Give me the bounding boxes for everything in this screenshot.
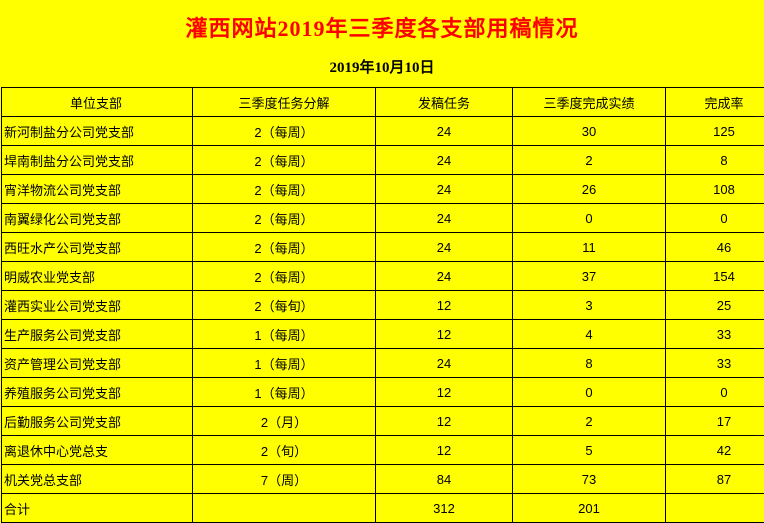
cell-task-breakdown: 2（每周） [193, 146, 376, 175]
cell-submission-task: 24 [376, 262, 513, 291]
table-body: 新河制盐分公司党支部 2（每周） 24 30 125 垾南制盐分公司党支部 2（… [2, 117, 764, 523]
table-row: 机关党总支部 7（周） 84 73 87 [2, 465, 764, 494]
cell-unit: 新河制盐分公司党支部 [2, 117, 193, 146]
cell-actual-completion: 37 [513, 262, 666, 291]
table-row: 后勤服务公司党支部 2（月） 12 2 17 [2, 407, 764, 436]
cell-actual-completion: 2 [513, 407, 666, 436]
cell-unit: 养殖服务公司党支部 [2, 378, 193, 407]
cell-unit: 南翼绿化公司党支部 [2, 204, 193, 233]
cell-submission-task: 12 [376, 320, 513, 349]
cell-task-breakdown: 2（每周） [193, 175, 376, 204]
cell-completion-rate: 125 [666, 117, 764, 146]
cell-submission-task: 12 [376, 378, 513, 407]
cell-completion-rate: 0 [666, 378, 764, 407]
cell-submission-task: 312 [376, 494, 513, 523]
table-header: 单位支部 三季度任务分解 发稿任务 三季度完成实绩 完成率 [2, 88, 764, 117]
table-row: 资产管理公司党支部 1（每周） 24 8 33 [2, 349, 764, 378]
cell-completion-rate: 0 [666, 204, 764, 233]
cell-unit: 西旺水产公司党支部 [2, 233, 193, 262]
cell-task-breakdown: 1（每周） [193, 349, 376, 378]
table-row-total: 合计 312 201 [2, 494, 764, 523]
cell-actual-completion: 11 [513, 233, 666, 262]
cell-task-breakdown: 1（每周） [193, 378, 376, 407]
table-header-row: 单位支部 三季度任务分解 发稿任务 三季度完成实绩 完成率 [2, 88, 764, 117]
cell-completion-rate: 8 [666, 146, 764, 175]
page-subtitle: 2019年10月10日 [0, 42, 764, 87]
table-row: 养殖服务公司党支部 1（每周） 12 0 0 [2, 378, 764, 407]
cell-task-breakdown: 2（每周） [193, 262, 376, 291]
column-header-submission-task: 发稿任务 [376, 88, 513, 117]
table-row: 西旺水产公司党支部 2（每周） 24 11 46 [2, 233, 764, 262]
cell-task-breakdown: 2（每旬） [193, 291, 376, 320]
column-header-unit: 单位支部 [2, 88, 193, 117]
cell-submission-task: 24 [376, 204, 513, 233]
cell-actual-completion: 8 [513, 349, 666, 378]
cell-actual-completion: 201 [513, 494, 666, 523]
page-title: 灌西网站2019年三季度各支部用稿情况 [0, 0, 764, 42]
cell-actual-completion: 73 [513, 465, 666, 494]
table-row: 宵洋物流公司党支部 2（每周） 24 26 108 [2, 175, 764, 204]
cell-unit: 后勤服务公司党支部 [2, 407, 193, 436]
cell-task-breakdown: 2（旬） [193, 436, 376, 465]
cell-task-breakdown: 2（每周） [193, 233, 376, 262]
cell-submission-task: 12 [376, 291, 513, 320]
cell-actual-completion: 3 [513, 291, 666, 320]
cell-task-breakdown [193, 494, 376, 523]
cell-completion-rate: 25 [666, 291, 764, 320]
table-row: 新河制盐分公司党支部 2（每周） 24 30 125 [2, 117, 764, 146]
cell-task-breakdown: 7（周） [193, 465, 376, 494]
cell-unit: 离退休中心党总支 [2, 436, 193, 465]
cell-submission-task: 24 [376, 146, 513, 175]
table-row: 离退休中心党总支 2（旬） 12 5 42 [2, 436, 764, 465]
cell-task-breakdown: 1（每周） [193, 320, 376, 349]
column-header-completion-rate: 完成率 [666, 88, 764, 117]
column-header-task-breakdown: 三季度任务分解 [193, 88, 376, 117]
cell-unit: 资产管理公司党支部 [2, 349, 193, 378]
cell-actual-completion: 0 [513, 378, 666, 407]
cell-unit: 生产服务公司党支部 [2, 320, 193, 349]
table-row: 灌西实业公司党支部 2（每旬） 12 3 25 [2, 291, 764, 320]
cell-task-breakdown: 2（每周） [193, 117, 376, 146]
cell-completion-rate: 33 [666, 320, 764, 349]
cell-actual-completion: 0 [513, 204, 666, 233]
cell-completion-rate: 154 [666, 262, 764, 291]
table-row: 垾南制盐分公司党支部 2（每周） 24 2 8 [2, 146, 764, 175]
cell-completion-rate: 42 [666, 436, 764, 465]
cell-completion-rate: 17 [666, 407, 764, 436]
cell-actual-completion: 30 [513, 117, 666, 146]
cell-unit: 灌西实业公司党支部 [2, 291, 193, 320]
cell-submission-task: 24 [376, 233, 513, 262]
cell-completion-rate: 87 [666, 465, 764, 494]
cell-unit: 合计 [2, 494, 193, 523]
cell-completion-rate: 46 [666, 233, 764, 262]
cell-submission-task: 24 [376, 349, 513, 378]
cell-submission-task: 12 [376, 407, 513, 436]
cell-submission-task: 24 [376, 117, 513, 146]
table-row: 生产服务公司党支部 1（每周） 12 4 33 [2, 320, 764, 349]
cell-completion-rate: 108 [666, 175, 764, 204]
cell-unit: 垾南制盐分公司党支部 [2, 146, 193, 175]
cell-actual-completion: 4 [513, 320, 666, 349]
cell-submission-task: 24 [376, 175, 513, 204]
cell-actual-completion: 5 [513, 436, 666, 465]
cell-actual-completion: 26 [513, 175, 666, 204]
cell-unit: 宵洋物流公司党支部 [2, 175, 193, 204]
table-row: 南翼绿化公司党支部 2（每周） 24 0 0 [2, 204, 764, 233]
cell-task-breakdown: 2（每周） [193, 204, 376, 233]
cell-completion-rate: 33 [666, 349, 764, 378]
report-table: 单位支部 三季度任务分解 发稿任务 三季度完成实绩 完成率 新河制盐分公司党支部… [1, 87, 764, 523]
document-page: 灌西网站2019年三季度各支部用稿情况 2019年10月10日 单位支部 三季度… [0, 0, 764, 509]
cell-submission-task: 12 [376, 436, 513, 465]
cell-submission-task: 84 [376, 465, 513, 494]
cell-unit: 明威农业党支部 [2, 262, 193, 291]
cell-task-breakdown: 2（月） [193, 407, 376, 436]
cell-actual-completion: 2 [513, 146, 666, 175]
cell-completion-rate [666, 494, 764, 523]
table-row: 明威农业党支部 2（每周） 24 37 154 [2, 262, 764, 291]
column-header-actual-completion: 三季度完成实绩 [513, 88, 666, 117]
cell-unit: 机关党总支部 [2, 465, 193, 494]
